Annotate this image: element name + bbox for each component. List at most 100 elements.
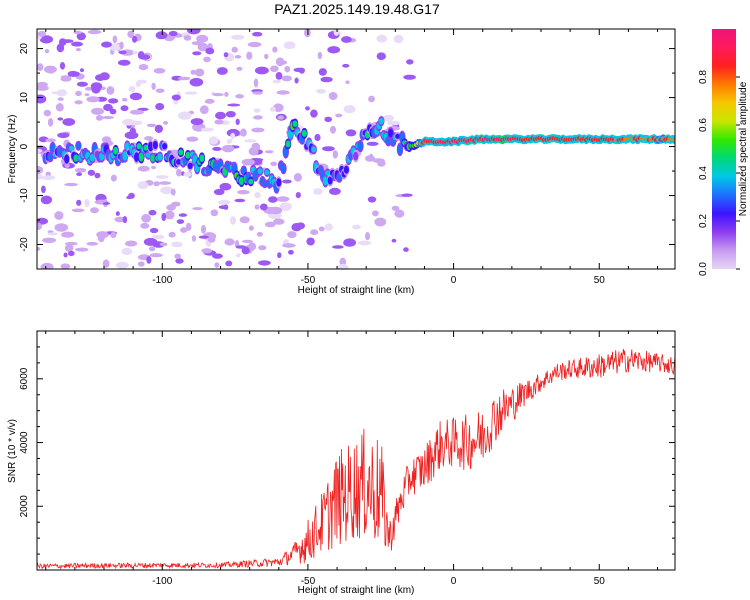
spectrogram-speckle (235, 94, 245, 99)
spectrogram-speckle (322, 146, 335, 152)
snr-x-tick-label: -50 (301, 576, 316, 587)
spectrogram-speckle (55, 103, 64, 112)
spectrogram-speckle (178, 76, 191, 81)
spectrogram-ridge-cell (199, 154, 205, 162)
spectrogram-speckle (247, 41, 262, 48)
spectrogram-speckle (122, 216, 128, 224)
spectrogram-speckle (54, 211, 64, 220)
spectrogram-speckle (37, 173, 44, 180)
spectrogram-speckle (160, 186, 174, 195)
colorbar-scale (712, 29, 736, 269)
spectrogram-speckle (293, 173, 302, 182)
spectrogram-speckle (305, 106, 310, 111)
spectrogram-speckle (225, 260, 233, 267)
spectrogram-speckle (103, 103, 113, 112)
spectrogram-speckle (393, 34, 404, 44)
spectrogram-speckle (343, 105, 356, 114)
spectrogram-speckle (198, 235, 209, 239)
spectrogram-speckle (376, 34, 388, 43)
spectrogram-speckle (268, 206, 283, 215)
spectrogram-ridge-cell (152, 140, 158, 150)
spectrogram-speckle (115, 261, 129, 269)
snr-y-label: SNR (10 * v/v) (7, 419, 18, 483)
spectrogram-speckle (282, 179, 292, 184)
spectrogram-ridge-cell (238, 177, 245, 185)
spectrogram-speckle (270, 65, 279, 73)
spectrogram-speckle (170, 188, 176, 196)
colorbar-ticks: 0.0 0.2 0.4 0.6 0.8 (698, 70, 740, 276)
spectrogram-speckle (251, 142, 261, 151)
spectrogram-speckle (352, 224, 361, 230)
spectrogram-speckle (60, 75, 72, 79)
spectrogram-speckle (60, 39, 74, 43)
spectrogram-speckle (41, 175, 56, 180)
spectrogram-speckle (367, 196, 377, 203)
spectrogram-speckle (239, 216, 250, 224)
spectrogram-speckle (364, 155, 376, 162)
spectrogram-speckle (84, 93, 90, 97)
spectrogram-ridge-cell (178, 149, 184, 156)
spectrogram-speckle (121, 247, 133, 255)
spectrogram-ridge-cell (262, 181, 268, 187)
spectrogram-speckle (229, 216, 237, 225)
spectrogram-speckle (140, 222, 150, 229)
spectrogram-speckle (57, 132, 70, 139)
spectrogram-speckle (210, 209, 219, 217)
spectrogram-x-tick-label: 0 (451, 275, 457, 286)
spectrogram-ridge-cell (75, 142, 81, 149)
spectrogram-speckle (137, 261, 145, 267)
spectrogram-speckle (175, 258, 184, 264)
spectrogram-speckle (205, 47, 215, 55)
spectrogram-ridge-cell (150, 154, 156, 162)
spectrogram-speckle (221, 144, 235, 153)
spectrogram-speckle (115, 211, 120, 216)
spectrogram-speckle (377, 160, 386, 167)
spectrogram-speckle (84, 86, 93, 91)
spectrogram-speckle (282, 243, 296, 248)
spectrogram-speckle (203, 56, 211, 63)
spectrogram-speckle (127, 30, 135, 38)
spectrogram-speckle (310, 109, 318, 118)
spectrogram-speckle (151, 82, 156, 91)
spectrogram-speckle (345, 129, 357, 137)
spectrogram-speckle (299, 67, 305, 74)
spectrogram-ridge-cell (47, 154, 54, 161)
spectrogram-speckle (253, 78, 259, 88)
spectrogram-speckle (273, 218, 285, 225)
snr-y-ticks: 2000 4000 6000 (19, 330, 675, 571)
spectrogram-speckle (254, 66, 269, 75)
spectrogram-speckle (37, 247, 41, 251)
spectrogram-speckle (148, 209, 157, 216)
spectrogram-ridge-cell (248, 178, 254, 185)
spectrogram-speckle (143, 237, 158, 246)
colorbar-label: Normalized spectral amplitude (738, 81, 749, 216)
spectrogram-speckle (178, 111, 192, 120)
spectrogram-ridge-cell (385, 138, 391, 145)
spectrogram-speckle (231, 46, 238, 53)
spectrogram-ridge-cell (64, 154, 70, 164)
spectrogram-speckle (310, 229, 319, 236)
spectrogram-speckle (320, 76, 333, 83)
spectrogram-speckle (330, 125, 336, 134)
spectrogram-ridge-cell (322, 176, 328, 186)
spectrogram-speckle (125, 240, 138, 247)
spectrogram-x-ticks: -100 -50 0 50 (45, 29, 659, 286)
spectrogram-speckle (318, 68, 327, 76)
spectrogram-speckle (76, 32, 86, 41)
spectrogram-speckle (192, 51, 202, 56)
spectrogram-speckle (129, 109, 144, 115)
spectrogram-speckle (110, 174, 117, 182)
spectrogram-speckle (328, 92, 338, 100)
spectrogram-speckle (144, 136, 154, 141)
spectrogram-ridge-cell (264, 170, 270, 175)
spectrogram-ridge-cell (257, 168, 263, 174)
spectrogram-speckle (132, 35, 138, 43)
spectrogram-speckle (391, 205, 400, 211)
spectrogram-speckle (132, 50, 139, 55)
spectrogram-speckle (199, 105, 209, 115)
spectrogram-speckle (136, 79, 147, 84)
spectrogram-speckle (283, 41, 296, 50)
spectrogram-speckle (184, 91, 198, 95)
spectrogram-ridge-cell (343, 165, 349, 174)
spectrogram-speckle (47, 232, 58, 236)
